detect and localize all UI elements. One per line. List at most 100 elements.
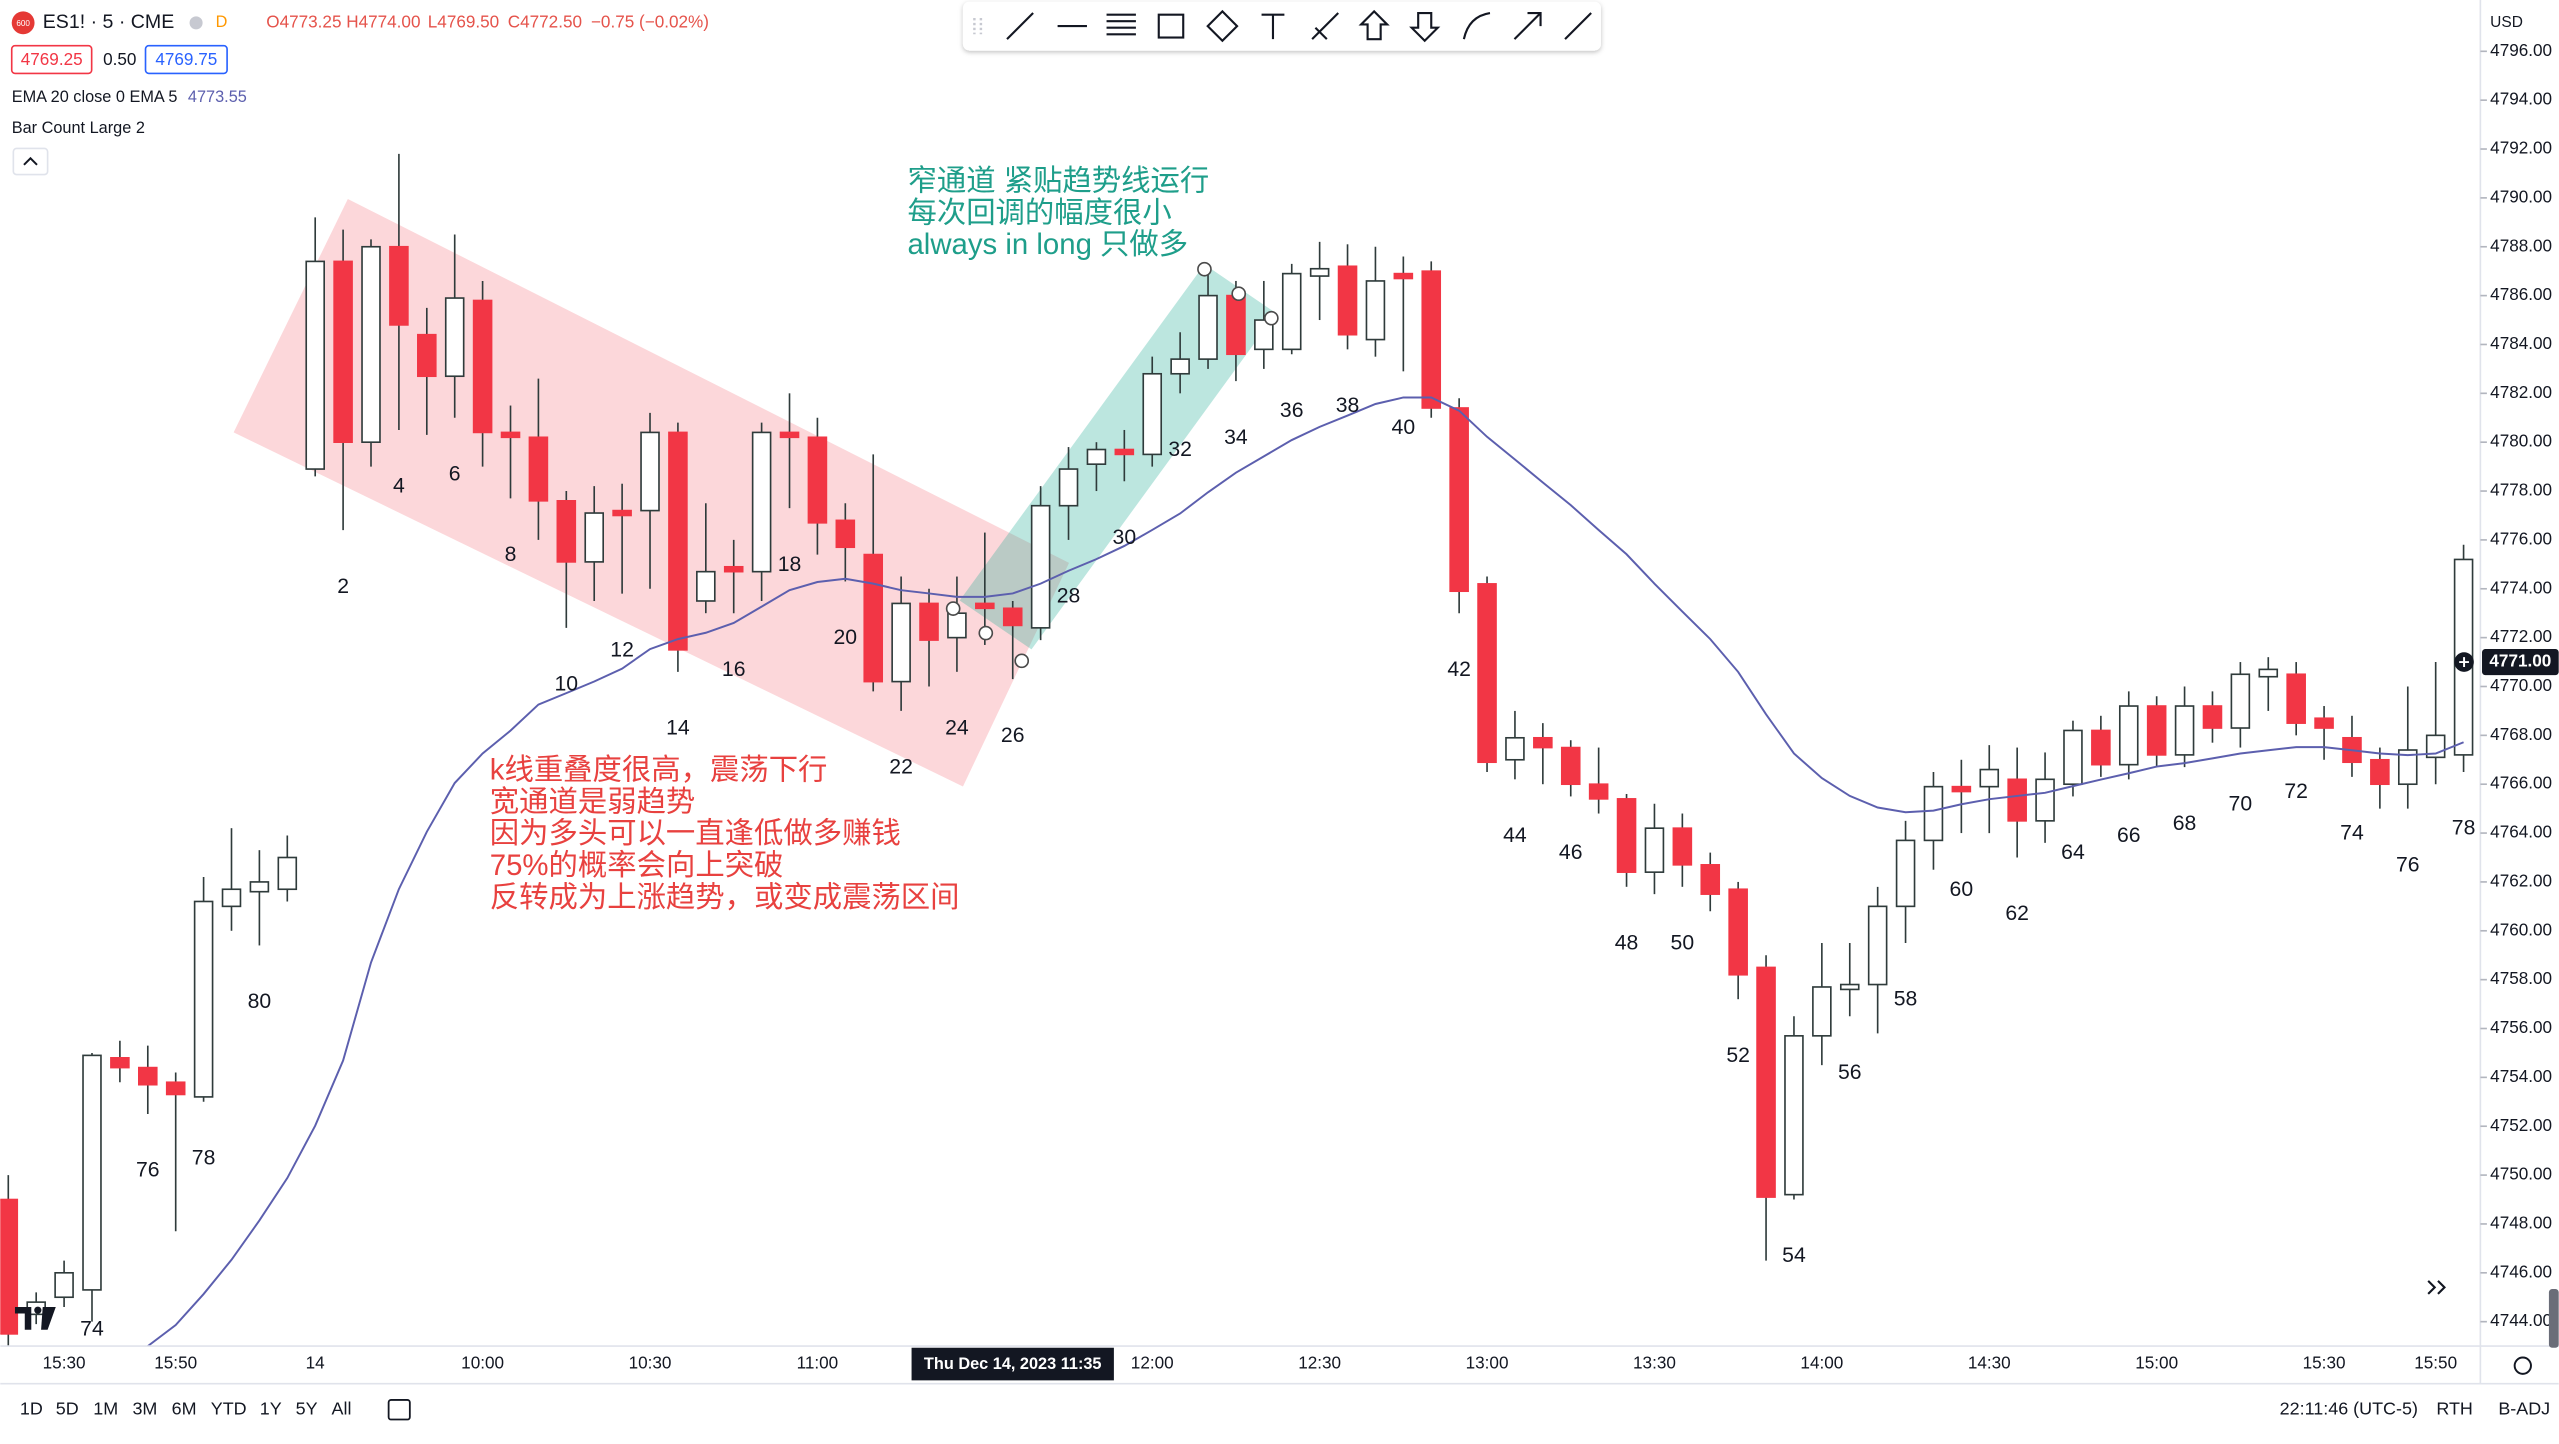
candle-body-down	[975, 602, 995, 610]
bid-box[interactable]	[10, 44, 93, 75]
date-range-button[interactable]	[387, 1399, 411, 1421]
candle-body-up	[2174, 705, 2195, 756]
text-tool[interactable]	[1261, 13, 1285, 40]
candle-body-down	[389, 245, 409, 326]
y-tick-label: 4764.00	[2490, 822, 2552, 842]
symbol[interactable]: ES1! · 5 · CME	[43, 11, 175, 33]
y-tick-label: 4762.00	[2490, 870, 2552, 890]
x-tick-label: 14:30	[1968, 1353, 2011, 1373]
candle-body-down	[1560, 746, 1581, 786]
bar-count-label: 64	[2061, 841, 2085, 864]
trend-line-tool[interactable]	[1006, 12, 1034, 40]
candle-body-up	[1923, 785, 1944, 842]
candle-body-down	[1672, 827, 1693, 866]
bar-count-label: 12	[610, 638, 634, 661]
indicator-name[interactable]: EMA 20 close 0 EMA 5	[12, 88, 178, 106]
candle-body-up	[947, 612, 967, 639]
y-tick-label: 4782.00	[2490, 382, 2552, 402]
candle-body-up	[361, 245, 381, 444]
range-button[interactable]: 3M	[132, 1398, 157, 1418]
bar-count-label: 18	[778, 553, 802, 576]
annotation-green: 窄通道 紧贴趋势线运行	[907, 164, 1209, 197]
curve-tool[interactable]	[1462, 12, 1491, 40]
range-button[interactable]: All	[332, 1398, 352, 1418]
candle-body-down	[2007, 778, 2027, 822]
settings-button[interactable]	[2513, 1356, 2532, 1375]
scroll-right-button[interactable]	[2427, 1280, 2446, 1295]
x-tick-label: 15:30	[2303, 1353, 2346, 1373]
range-button[interactable]: 5Y	[296, 1398, 318, 1418]
crosshair-time-label: Thu Dec 14, 2023 11:35	[924, 1355, 1102, 1373]
candle-body-down	[1588, 783, 1609, 800]
ask-box[interactable]	[144, 44, 228, 75]
rectangle-tool[interactable]	[1157, 13, 1185, 39]
adjustment[interactable]: B-ADJ	[2498, 1398, 2550, 1418]
arrow-down-tool[interactable]	[1409, 11, 1441, 43]
bar-count-label: 16	[722, 658, 746, 681]
bar-count-label: 14	[666, 717, 690, 740]
series-layer	[0, 153, 2474, 1347]
candle-body-up	[2230, 673, 2251, 729]
range-button[interactable]: 6M	[172, 1398, 197, 1418]
bar-count-label: 42	[1447, 658, 1471, 681]
parallel-tool[interactable]	[1311, 12, 1339, 40]
collapse-icon	[23, 156, 38, 166]
y-tick-label: 4770.00	[2490, 675, 2552, 695]
ohlc-value: H4774.00	[346, 11, 420, 31]
candle-body-up	[2063, 729, 2083, 786]
bar-count-indicator[interactable]: Bar Count Large 2	[12, 119, 145, 137]
y-tick-label: 4768.00	[2490, 724, 2552, 744]
path-tool[interactable]	[1206, 9, 1239, 43]
y-tick-label: 4774.00	[2490, 577, 2552, 597]
x-tick-label: 14	[306, 1353, 326, 1373]
candle-body-down	[165, 1081, 186, 1096]
candle-body-up	[1839, 983, 1860, 991]
candle-body-down	[0, 1198, 19, 1335]
y-tick-label: 4766.00	[2490, 773, 2552, 793]
symbol-logo	[11, 11, 35, 35]
candle-body-down	[779, 431, 800, 439]
candle-body-up	[2397, 749, 2418, 786]
candle-body-down	[668, 431, 688, 651]
annotation-green: 每次回调的幅度很小	[907, 196, 1171, 229]
arrow-up-tool[interactable]	[1358, 9, 1390, 41]
bar-count-label: 80	[248, 990, 272, 1013]
y-tick-label: 4796.00	[2490, 40, 2552, 60]
bar-count-label: 60	[1950, 878, 1974, 901]
candle-body-up	[193, 900, 214, 1098]
candle-body-down	[1700, 864, 1721, 895]
y-tick-label: 4778.00	[2490, 480, 2552, 500]
ohlc: O4773.25 H4774.00 L4769.50 C4772.50 −0.75 (−…	[266, 11, 709, 31]
arrow-tool[interactable]	[1513, 11, 1542, 40]
bar-count-label: 8	[505, 543, 517, 566]
candle-body-down	[1393, 272, 1414, 280]
candle-body-up	[1086, 448, 1107, 465]
scrollbar[interactable]	[2548, 1288, 2559, 1348]
range-button[interactable]: YTD	[211, 1398, 247, 1418]
session[interactable]: RTH	[2436, 1398, 2473, 1418]
last-price-box	[2482, 649, 2559, 676]
bar-count-label: 62	[2005, 902, 2029, 925]
extended-line-tool[interactable]	[1564, 12, 1592, 40]
ask: 4769.75	[155, 49, 217, 69]
range-button[interactable]: 5D	[56, 1398, 79, 1418]
range-button[interactable]: 1D	[20, 1398, 43, 1418]
y-tick-label: 4760.00	[2490, 919, 2552, 939]
y-tick-label: 4750.00	[2490, 1164, 2552, 1184]
range-button[interactable]: 1Y	[260, 1398, 282, 1418]
bar-count-label: 38	[1336, 394, 1360, 417]
x-tick-label: 10:30	[629, 1353, 672, 1373]
currency[interactable]: USD	[2490, 14, 2523, 31]
channel-tool[interactable]	[1106, 13, 1136, 36]
candle-body-down	[2370, 758, 2390, 786]
y-tick-label: 4754.00	[2490, 1066, 2552, 1086]
bar-count-label: 76	[136, 1159, 160, 1182]
range-button[interactable]: 1M	[93, 1398, 118, 1418]
candle-body-up	[1198, 294, 1218, 360]
collapse-button[interactable]	[12, 147, 49, 176]
candle-body-up	[1030, 504, 1051, 629]
candle-body-down	[2202, 705, 2223, 729]
y-tick-label: 4752.00	[2490, 1115, 2552, 1135]
delay-flag: D	[216, 13, 228, 31]
